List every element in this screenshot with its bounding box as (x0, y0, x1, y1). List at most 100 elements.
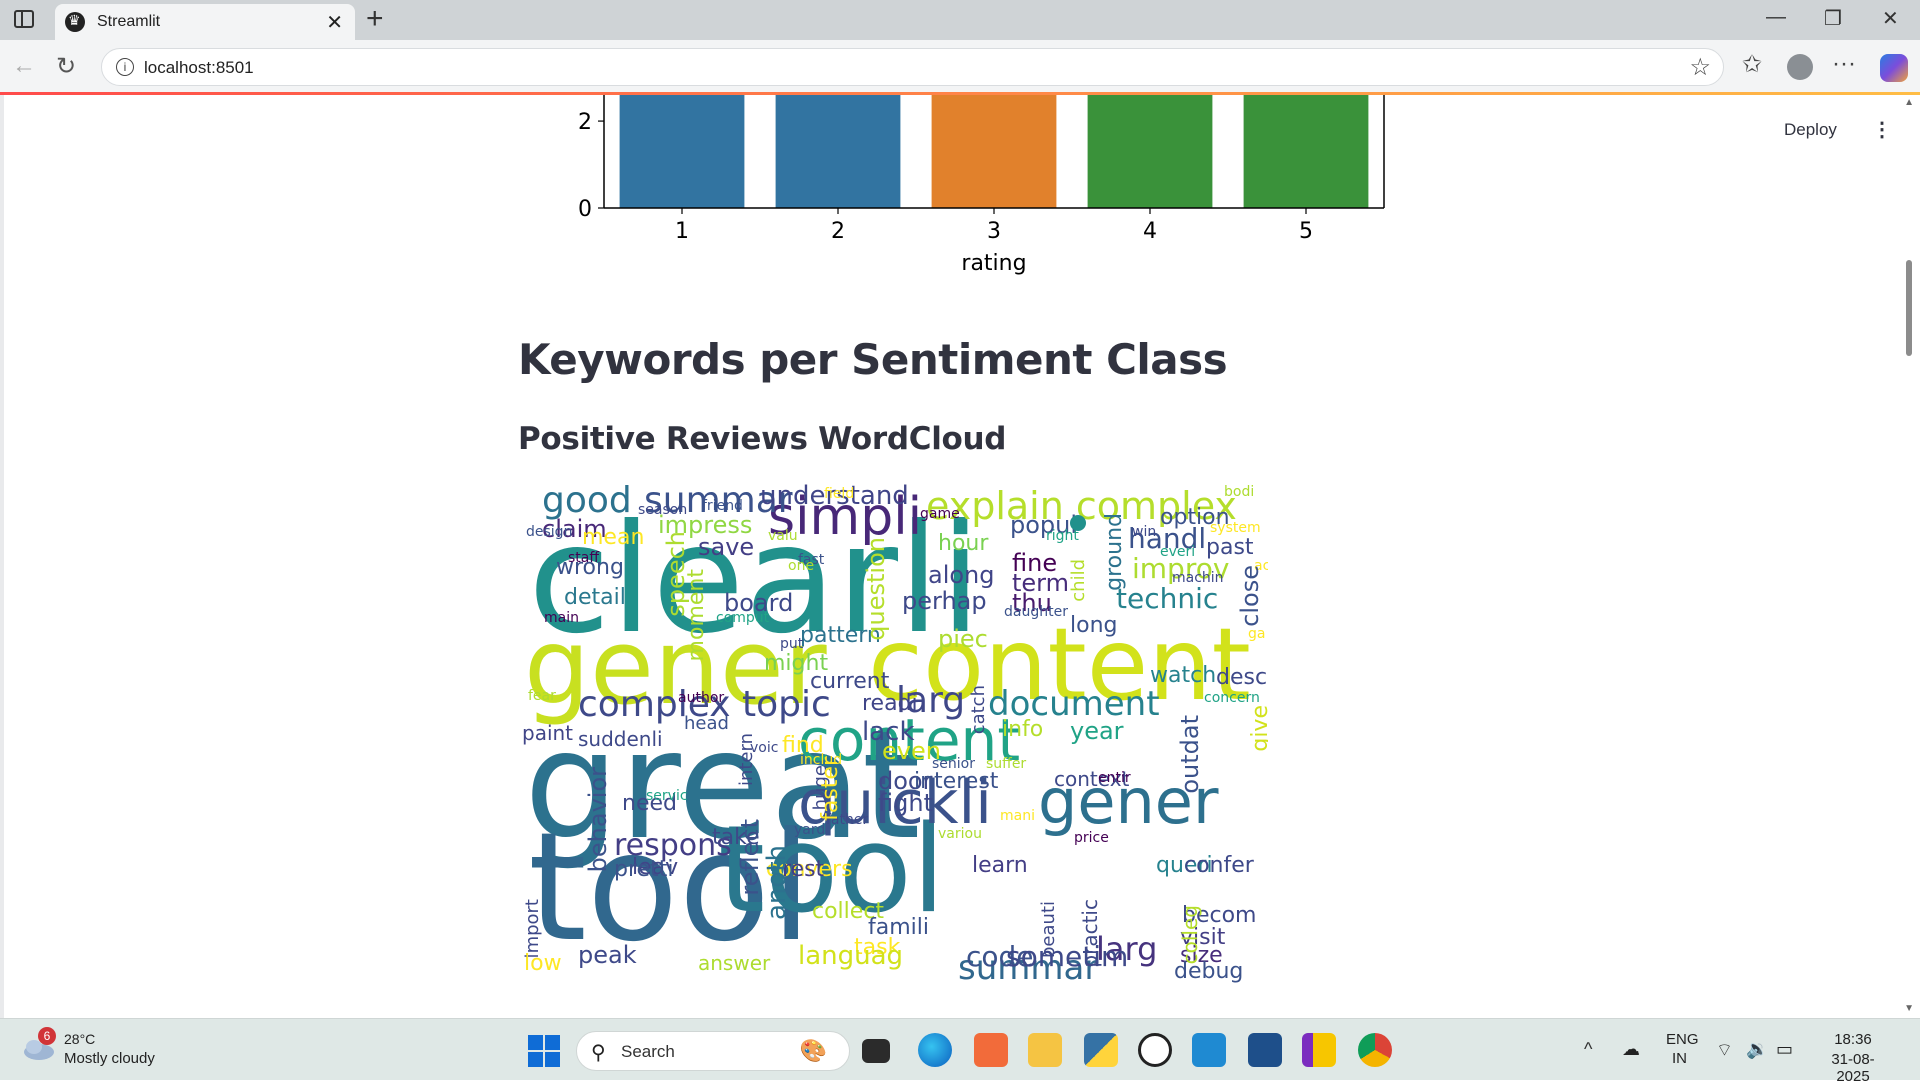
wordcloud-word: clearli (528, 493, 982, 667)
wordcloud-word: season (638, 502, 688, 518)
scroll-down-icon[interactable]: ▼ (1904, 1003, 1914, 1014)
wifi-icon[interactable]: ⌔ (1716, 1040, 1733, 1060)
wordcloud-word: confer (1184, 853, 1254, 878)
language-top[interactable]: ENG (1666, 1031, 1699, 1048)
wordcloud-word-vertical: intern (736, 733, 757, 787)
wordcloud-word: describ (1216, 665, 1268, 690)
python-icon[interactable] (1084, 1033, 1118, 1067)
xampp-icon[interactable] (974, 1033, 1008, 1067)
main-menu-icon[interactable]: ⋮ (1872, 119, 1892, 141)
wordcloud-word: put (780, 636, 804, 652)
wordcloud-word: gener (524, 606, 827, 728)
wordcloud-word: becom (1182, 903, 1257, 928)
jupyter-app-icon[interactable] (1248, 1033, 1282, 1067)
favorites-icon[interactable]: ✩ (1742, 51, 1763, 78)
wordcloud-word: context (1054, 767, 1130, 791)
wordcloud-word: fast (798, 552, 825, 568)
sidebar-toggle-icon[interactable] (14, 10, 34, 28)
url-text[interactable]: localhost:8501 (144, 58, 254, 77)
y-tick-label: 0 (578, 197, 592, 222)
edge-browser-icon[interactable] (918, 1033, 952, 1067)
reload-icon[interactable]: ↻ (56, 53, 77, 80)
x-tick-label: 1 (675, 219, 689, 244)
wordcloud-word: everi (1160, 544, 1196, 560)
minimize-icon[interactable]: — (1766, 6, 1786, 28)
wordcloud-word: might (764, 651, 829, 676)
vscode-icon[interactable] (1192, 1033, 1226, 1067)
chrome-icon[interactable] (1358, 1033, 1392, 1067)
file-explorer-icon[interactable] (1028, 1033, 1062, 1067)
weather-cloud-icon[interactable] (22, 1033, 56, 1061)
address-bar[interactable]: i localhost:8501 ☆ (101, 48, 1724, 86)
weather-description[interactable]: Mostly cloudy (64, 1050, 155, 1067)
x-tick-label: 3 (987, 219, 1001, 244)
wordcloud-word: friend (702, 498, 743, 514)
wordcloud-word: mean (582, 525, 645, 550)
wordcloud-word: fine (1012, 549, 1058, 577)
wordcloud-word: summar (958, 948, 1099, 988)
x-tick-label: 5 (1299, 219, 1313, 244)
wordcloud-word: take (712, 825, 760, 850)
weather-temperature[interactable]: 28°C (64, 1031, 96, 1047)
new-tab-icon[interactable]: + (366, 2, 384, 35)
wordcloud-word: win (1132, 524, 1157, 540)
wordcloud-word: content (868, 606, 1251, 723)
wordcloud-word: valu (768, 528, 798, 544)
browser-tab[interactable]: Streamlit ✕ (55, 4, 355, 40)
taskbar-search-box[interactable]: ⚲ Search 🎨 (576, 1031, 850, 1071)
bar-rating-3 (931, 95, 1057, 208)
wordcloud-word: wrong (556, 555, 624, 580)
wordcloud-word: servic (646, 788, 688, 804)
site-info-icon[interactable]: i (116, 58, 134, 76)
battery-icon[interactable]: ▭ (1776, 1039, 1794, 1059)
windows-start-icon[interactable] (528, 1035, 560, 1067)
scroll-up-icon[interactable]: ▲ (1904, 97, 1914, 108)
favorite-star-icon[interactable]: ☆ (1689, 54, 1711, 81)
chatgpt-icon[interactable] (1138, 1033, 1172, 1067)
task-view-icon[interactable] (862, 1039, 890, 1063)
wordcloud-word: interest (914, 769, 999, 794)
wordcloud-word: term (1012, 569, 1069, 597)
page-heading: Keywords per Sentiment Class (518, 335, 1228, 384)
more-menu-icon[interactable]: ··· (1832, 50, 1856, 77)
wordcloud-word-vertical: child (1068, 559, 1089, 602)
wordcloud-word-vertical: practic (1078, 899, 1102, 968)
wordcloud-word: daughter (1004, 604, 1068, 620)
wordcloud-word: board (724, 589, 794, 617)
wordcloud-word-vertical: moment (684, 569, 709, 662)
wordcloud-word: pretti (614, 857, 674, 882)
wordcloud-word: head (684, 713, 729, 734)
language-bottom[interactable]: IN (1672, 1050, 1687, 1067)
restore-icon[interactable]: ❐ (1824, 8, 1842, 30)
windows-taskbar: 6 28°C Mostly cloudy ⚲ Search 🎨 ^ ☁ ENG … (0, 1018, 1920, 1085)
volume-icon[interactable]: 🔉 (1746, 1039, 1769, 1059)
window-close-icon[interactable]: ✕ (1882, 8, 1899, 30)
power-bi-icon[interactable] (1302, 1033, 1336, 1067)
scroll-thumb[interactable] (1906, 260, 1912, 356)
wordcloud-word: size (1180, 943, 1223, 968)
wordcloud-word: collect (812, 899, 885, 924)
wordcloud-word: rest (782, 857, 825, 882)
wordcloud-word: info (1002, 717, 1044, 742)
search-placeholder: Search (621, 1042, 675, 1061)
taskbar-clock[interactable]: 18:36 31-08-2025 (1816, 1031, 1890, 1085)
back-icon[interactable]: ← (12, 52, 36, 79)
search-icon: ⚲ (591, 1042, 606, 1064)
tab-close-icon[interactable]: ✕ (326, 12, 343, 34)
copilot-icon[interactable] (1880, 54, 1908, 82)
bar-rating-4 (1087, 95, 1213, 208)
wordcloud-word-vertical: import (522, 899, 543, 959)
wordcloud-word: voic (750, 740, 779, 756)
deploy-button[interactable]: Deploy (1784, 120, 1837, 139)
tray-overflow-icon[interactable]: ^ (1584, 1039, 1593, 1059)
wordcloud-word: paint (522, 721, 574, 745)
page-scrollbar[interactable]: ▲ ▼ (1904, 95, 1918, 1018)
wordcloud-word: watch (1150, 663, 1217, 688)
profile-avatar[interactable] (1787, 54, 1813, 80)
wordcloud-word: gener (1038, 765, 1219, 838)
wordcloud-word: low (524, 951, 562, 976)
bar-rating-2 (775, 95, 901, 208)
wordcloud-word-vertical: anoth (762, 845, 792, 920)
onedrive-error-icon[interactable]: ☁ (1622, 1039, 1640, 1059)
streamlit-page: Deploy ⋮ 1 2 3 4 5 0 2 rating Keywords per Sent… (0, 95, 1920, 1018)
